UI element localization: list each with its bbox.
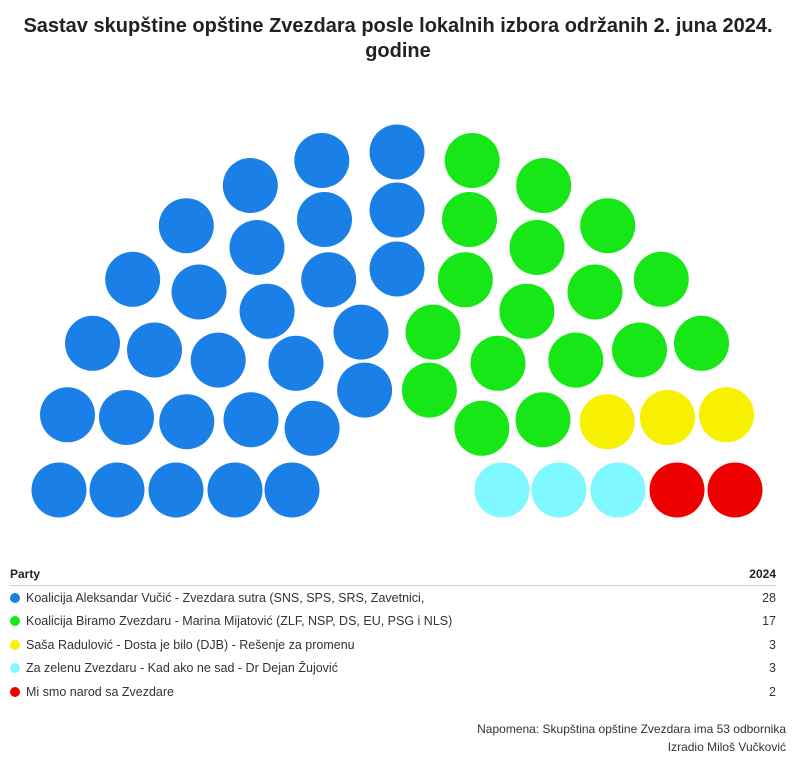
seat-marker [454,400,510,456]
seat-marker [444,133,500,188]
seat-marker [65,315,120,371]
seat-marker [190,332,246,388]
seat-marker [171,264,227,320]
legend-row: Za zelenu Zvezdaru - Kad ako ne sad - Dr… [10,657,776,681]
seat-marker [470,335,526,391]
legend-dot [10,639,20,650]
seat-marker [222,158,278,213]
seat-marker [99,390,154,445]
seat-marker [579,394,635,450]
legend-row: Saša Radulović - Dosta je bilo (DJB) - R… [10,633,776,657]
seat-marker [268,335,324,391]
legend-table-header: Party 2024 [10,563,776,586]
legend-party-name: Koalicija Biramo Zvezdaru - Marina Mijat… [26,614,453,629]
seat-marker [159,394,215,450]
seat-marker [567,264,623,320]
legend-rows: Koalicija Aleksandar Vučić - Zvezdara su… [10,586,776,704]
header-year: 2024 [749,567,776,581]
seat-marker [633,251,689,307]
seat-marker [531,462,587,518]
seat-marker [674,315,729,371]
seat-marker [301,252,357,308]
seat-marker [229,220,285,275]
legend-dot [10,686,20,697]
legend-party-seats: 2 [769,684,776,699]
legend-row: Koalicija Aleksandar Vučić - Zvezdara su… [10,586,776,610]
seat-marker [612,322,667,378]
seat-marker [148,462,204,518]
seat-marker [590,462,646,518]
seat-marker [509,220,565,275]
seat-marker [89,462,145,518]
seat-marker [158,198,214,254]
seat-marker [649,462,705,518]
legend-party-name: Za zelenu Zvezdaru - Kad ako ne sad - Dr… [26,661,338,676]
legend-party-seats: 3 [769,637,776,652]
header-party: Party [10,567,41,581]
seat-marker [40,387,95,443]
legend-dot [10,592,20,603]
seat-marker [105,251,161,307]
seat-marker [405,304,461,360]
legend-dot [10,616,20,627]
seat-marker [369,241,425,297]
legend-party-name: Saša Radulović - Dosta je bilo (DJB) - R… [26,637,355,652]
seat-marker [548,332,604,388]
seat-marker [207,462,263,518]
legend-table: Party 2024 Koalicija Aleksandar Vučić - … [10,563,776,704]
seat-marker [127,322,182,378]
seat-marker [333,304,389,360]
seat-marker [264,462,320,518]
legend-party-seats: 17 [762,614,776,629]
seat-marker [369,124,425,180]
seat-marker [223,392,279,448]
legend-dot [10,663,20,674]
seat-marker [640,390,695,445]
seat-marker [369,182,425,238]
legend-row: Mi smo narod sa Zvezdare 2 [10,680,776,704]
seat-marker [31,462,87,518]
legend-party-seats: 3 [769,661,776,676]
seat-marker [699,387,754,443]
seat-marker [474,462,530,518]
chart-title: Sastav skupštine opštine Zvezdara posle … [23,15,773,62]
note-author: Izradio Miloš Vučković [667,740,786,754]
legend-row: Koalicija Biramo Zvezdaru - Marina Mijat… [10,610,776,634]
legend-party-name: Koalicija Aleksandar Vučić - Zvezdara su… [26,590,425,605]
note-seats: Napomena: Skupština opštine Zvezdara ima… [477,722,786,736]
seat-marker [294,133,350,188]
legend-party-seats: 28 [762,590,776,605]
legend-party-name: Mi smo narod sa Zvezdare [26,684,174,699]
seat-marker [580,198,636,254]
footnotes: Napomena: Skupština opštine Zvezdara ima… [477,720,786,756]
seat-marker [442,192,497,247]
seat-marker [337,362,393,418]
seat-marker [239,283,295,339]
seat-marker [516,158,572,213]
seat-marker [284,400,340,456]
seat-marker [515,392,571,448]
seat-marker [707,462,763,518]
seat-marker [297,192,352,247]
hemicycle-chart [31,124,763,518]
seat-marker [499,283,555,339]
seat-marker [401,362,457,418]
seat-marker [437,252,493,308]
